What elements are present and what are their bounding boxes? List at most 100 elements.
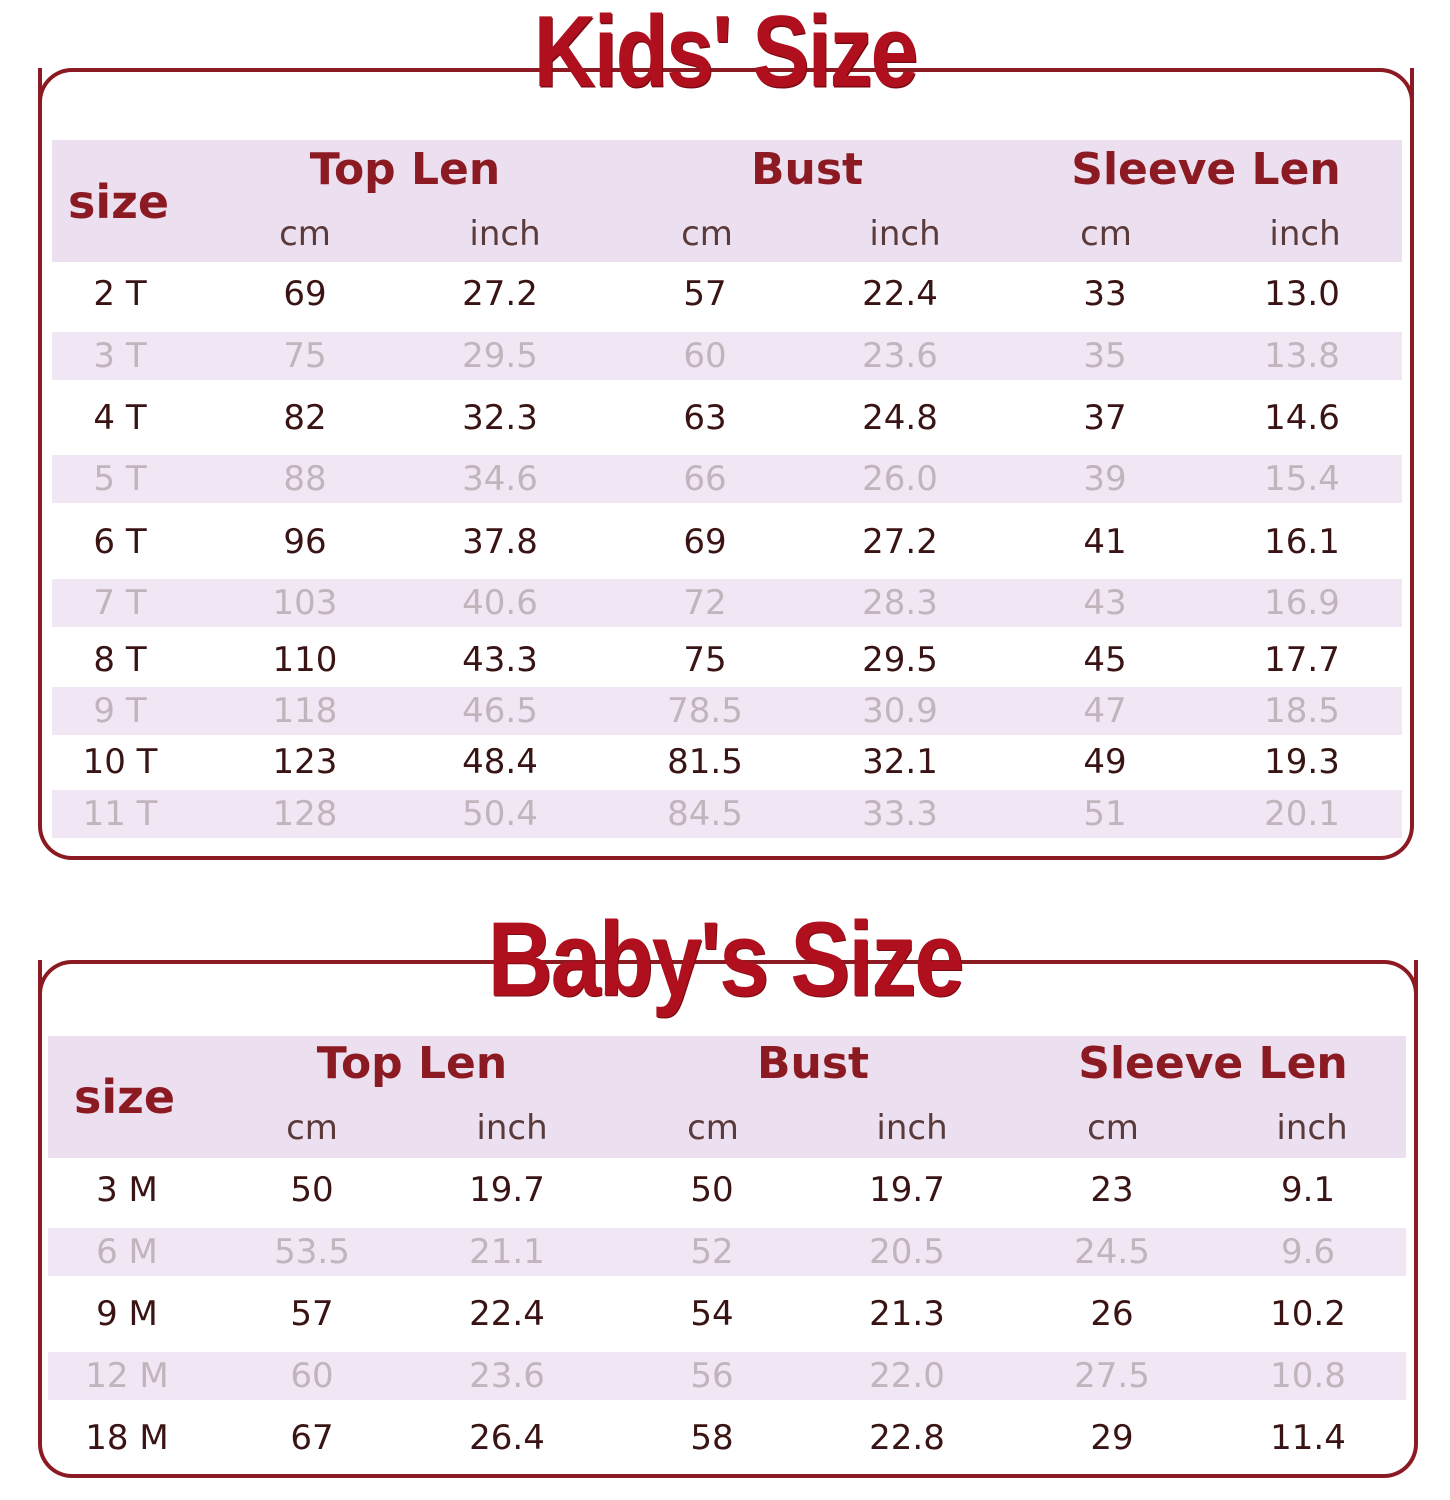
sleeve-len-cm-cell: 26 [1090, 1294, 1134, 1334]
top-len-cm-cell: 118 [272, 691, 338, 731]
kids-unit-top-cm: cm [279, 214, 331, 254]
bust-cm-cell: 57 [683, 274, 727, 314]
sleeve-len-cm-cell: 23 [1090, 1170, 1134, 1210]
baby-header-bust: Bust [756, 1038, 870, 1089]
bust-cm-cell: 72 [683, 583, 727, 623]
top-len-cm-cell: 53.5 [274, 1232, 350, 1272]
sleeve-len-cm-cell: 37 [1083, 398, 1127, 438]
sleeve-len-inch-cell: 11.4 [1270, 1418, 1346, 1458]
top-len-cm-cell: 96 [283, 522, 327, 562]
top-len-inch-cell: 27.2 [462, 274, 538, 314]
bust-cm-cell: 75 [683, 640, 727, 680]
kids-header-band [52, 140, 1402, 262]
kids-header-sleeve-len: Sleeve Len [1071, 144, 1341, 195]
size-cell: 11 T [82, 794, 158, 834]
bust-inch-cell: 28.3 [862, 583, 938, 623]
top-len-inch-cell: 32.3 [462, 398, 538, 438]
top-len-inch-cell: 22.4 [469, 1294, 545, 1334]
bust-inch-cell: 22.0 [869, 1356, 945, 1396]
top-len-inch-cell: 50.4 [462, 794, 538, 834]
baby-header-top-len: Top Len [316, 1038, 508, 1089]
sleeve-len-cm-cell: 51 [1083, 794, 1127, 834]
sleeve-len-inch-cell: 14.6 [1264, 398, 1340, 438]
top-len-inch-cell: 26.4 [469, 1418, 545, 1458]
size-cell: 9 T [93, 691, 147, 731]
top-len-inch-cell: 37.8 [462, 522, 538, 562]
sleeve-len-cm-cell: 43 [1083, 583, 1127, 623]
sleeve-len-inch-cell: 18.5 [1264, 691, 1340, 731]
bust-inch-cell: 27.2 [862, 522, 938, 562]
baby-header-size: size [74, 1070, 176, 1124]
bust-cm-cell: 66 [683, 459, 727, 499]
size-cell: 6 M [96, 1232, 158, 1272]
sleeve-len-inch-cell: 9.1 [1280, 1170, 1336, 1210]
size-cell: 4 T [93, 398, 147, 438]
top-len-inch-cell: 48.4 [462, 742, 538, 782]
kids-header-bust: Bust [750, 144, 864, 195]
kids-size-section: Kids' Size size Top Len Bust Sleeve Len … [38, 0, 1414, 860]
kids-unit-bust-cm: cm [681, 214, 733, 254]
top-len-cm-cell: 75 [283, 336, 327, 376]
bust-cm-cell: 58 [690, 1418, 734, 1458]
baby-unit-top-inch: inch [476, 1108, 548, 1148]
kids-size-frame-top [38, 68, 1414, 128]
size-cell: 7 T [93, 583, 147, 623]
sleeve-len-inch-cell: 9.6 [1280, 1232, 1336, 1272]
sleeve-len-inch-cell: 17.7 [1264, 640, 1340, 680]
table-row: 11 T 128 50.4 84.5 33.3 51 20.1 [52, 790, 1402, 838]
kids-unit-sleeve-cm: cm [1080, 214, 1132, 254]
sleeve-len-cm-cell: 45 [1083, 640, 1127, 680]
top-len-cm-cell: 110 [272, 640, 338, 680]
sleeve-len-inch-cell: 13.0 [1264, 274, 1340, 314]
baby-unit-bust-cm: cm [687, 1108, 739, 1148]
kids-unit-bust-inch: inch [869, 214, 941, 254]
top-len-inch-cell: 21.1 [469, 1232, 545, 1272]
kids-header-size: size [68, 175, 170, 229]
bust-cm-cell: 60 [683, 336, 727, 376]
sleeve-len-inch-cell: 16.1 [1264, 522, 1340, 562]
bust-inch-cell: 33.3 [862, 794, 938, 834]
size-cell: 8 T [93, 640, 147, 680]
table-row: 12 M 60 23.6 56 22.0 27.5 10.8 [48, 1352, 1406, 1400]
table-row: 3 M 50 19.7 50 19.7 23 9.1 [48, 1166, 1406, 1214]
bust-inch-cell: 26.0 [862, 459, 938, 499]
top-len-inch-cell: 23.6 [469, 1356, 545, 1396]
sleeve-len-cm-cell: 24.5 [1074, 1232, 1150, 1272]
bust-inch-cell: 20.5 [869, 1232, 945, 1272]
sleeve-len-cm-cell: 47 [1083, 691, 1127, 731]
baby-unit-bust-inch: inch [876, 1108, 948, 1148]
top-len-inch-cell: 34.6 [462, 459, 538, 499]
top-len-cm-cell: 103 [272, 583, 338, 623]
sleeve-len-inch-cell: 15.4 [1264, 459, 1340, 499]
bust-inch-cell: 29.5 [862, 640, 938, 680]
bust-inch-cell: 22.4 [862, 274, 938, 314]
table-row: 2 T 69 27.2 57 22.4 33 13.0 [52, 270, 1402, 318]
bust-cm-cell: 63 [683, 398, 727, 438]
top-len-cm-cell: 50 [290, 1170, 334, 1210]
table-row: 6 T 96 37.8 69 27.2 41 16.1 [52, 518, 1402, 566]
bust-cm-cell: 84.5 [667, 794, 743, 834]
baby-size-frame-top [38, 960, 1418, 1020]
bust-inch-cell: 24.8 [862, 398, 938, 438]
baby-unit-top-cm: cm [286, 1108, 338, 1148]
table-row: 4 T 82 32.3 63 24.8 37 14.6 [52, 394, 1402, 442]
size-cell: 5 T [93, 459, 147, 499]
table-row: 5 T 88 34.6 66 26.0 39 15.4 [52, 455, 1402, 503]
sleeve-len-cm-cell: 33 [1083, 274, 1127, 314]
bust-cm-cell: 69 [683, 522, 727, 562]
sleeve-len-cm-cell: 29 [1090, 1418, 1134, 1458]
bust-inch-cell: 23.6 [862, 336, 938, 376]
size-cell: 9 M [96, 1294, 158, 1334]
baby-unit-sleeve-inch: inch [1276, 1108, 1348, 1148]
sleeve-len-cm-cell: 35 [1083, 336, 1127, 376]
baby-size-title: Baby's Size [487, 901, 965, 1019]
top-len-inch-cell: 29.5 [462, 336, 538, 376]
bust-inch-cell: 32.1 [862, 742, 938, 782]
sleeve-len-inch-cell: 10.2 [1270, 1294, 1346, 1334]
sleeve-len-inch-cell: 10.8 [1270, 1356, 1346, 1396]
bust-cm-cell: 52 [690, 1232, 734, 1272]
size-cell: 3 T [93, 336, 147, 376]
bust-cm-cell: 81.5 [667, 742, 743, 782]
size-cell: 18 M [85, 1418, 169, 1458]
